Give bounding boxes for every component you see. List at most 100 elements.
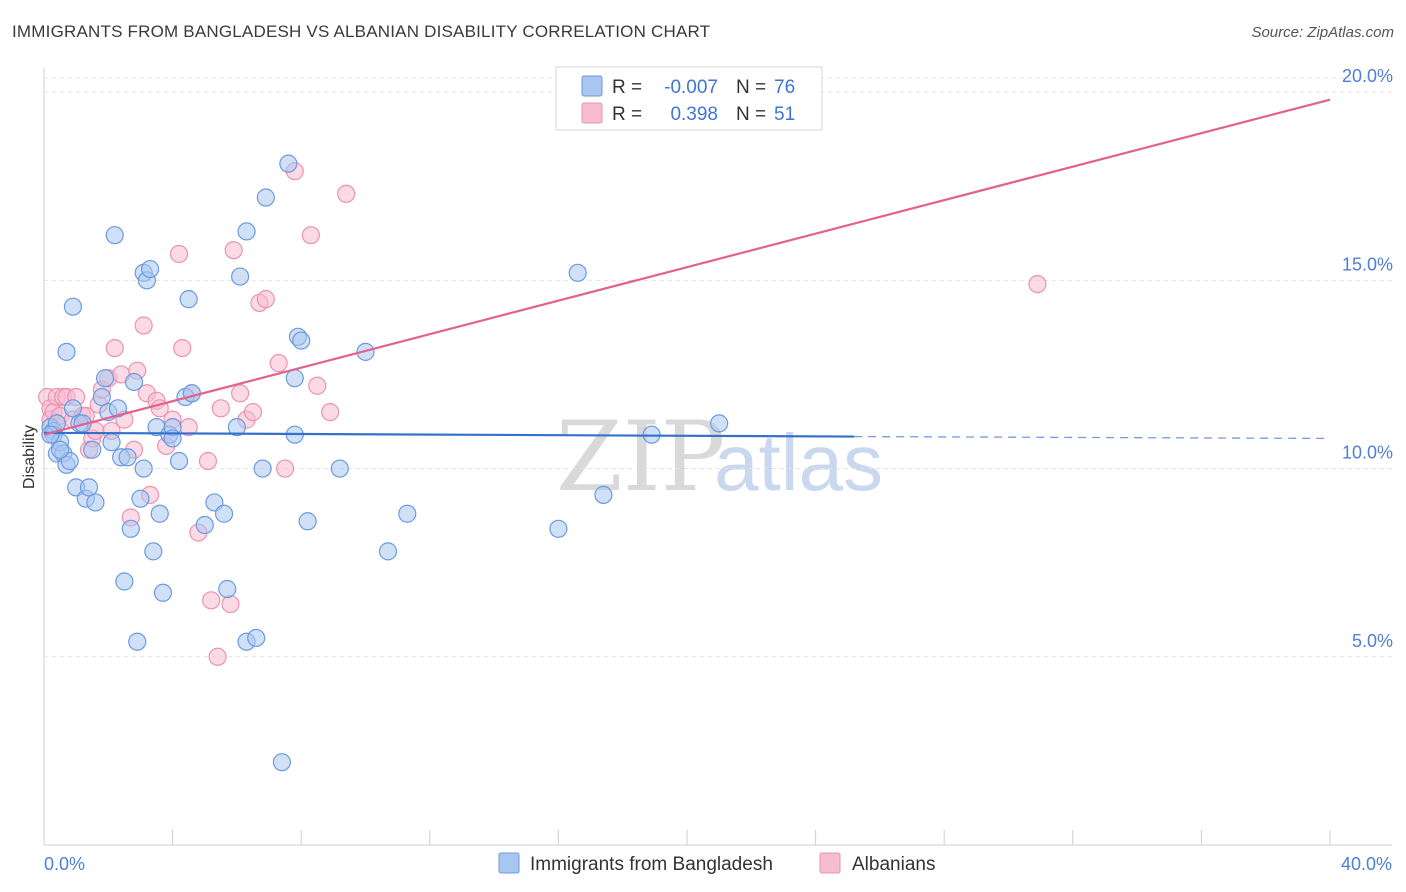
albanians-point-48: [256, 290, 275, 309]
bangladesh-point-18: [86, 493, 105, 512]
x-tick-label-max: 40.0%: [1341, 854, 1392, 874]
trend-line-albanians: [43, 98, 1331, 436]
y-axis-label: Disability: [21, 425, 38, 489]
bangladesh-point-7: [57, 342, 76, 361]
y-tick-label-0: 5.0%: [1352, 631, 1393, 651]
albanians-point-44: [231, 384, 250, 403]
bangladesh-point-35: [140, 259, 160, 279]
bangladesh-point-63: [292, 331, 311, 350]
bangladesh-point-23: [105, 226, 124, 245]
chart-title: IMMIGRANTS FROM BANGLADESH VS ALBANIAN D…: [12, 22, 711, 41]
legend-n-label-blue: N =: [736, 77, 766, 98]
bangladesh-point-28: [121, 519, 140, 538]
albanians-point-52: [301, 226, 320, 245]
bangladesh-point-26: [115, 572, 134, 591]
bottom-legend-label-pink: Albanians: [852, 854, 935, 875]
legend-r-label-blue: R =: [612, 77, 642, 98]
bangladesh-point-47: [195, 515, 214, 535]
bangladesh-point-75: [50, 440, 70, 459]
albanians-point-49: [269, 354, 288, 373]
bangladesh-point-74: [41, 425, 60, 444]
albanians-point-26: [134, 316, 153, 335]
albanians-point-20: [105, 338, 124, 358]
legend-n-value-pink: 51: [774, 104, 795, 125]
stats-legend: R = -0.007 N = 76 R = 0.398 N = 51: [555, 66, 823, 131]
x-tick-marks: [43, 830, 1331, 845]
watermark-atlas: atlas: [714, 418, 883, 507]
series-albanians-points: [38, 162, 1047, 666]
bangladesh-point-32: [134, 459, 153, 478]
albanians-point-54: [321, 402, 340, 422]
bangladesh-point-70: [568, 263, 587, 282]
albanians-point-50: [276, 459, 295, 478]
legend-swatch-blue: [581, 75, 603, 97]
bangladesh-point-43: [169, 451, 189, 471]
bangladesh-point-19: [92, 387, 111, 407]
bangladesh-point-46: [182, 384, 201, 403]
bangladesh-point-11: [63, 297, 83, 316]
bangladesh-point-17: [83, 440, 102, 459]
bangladesh-point-55: [247, 628, 266, 648]
series-legend: Immigrants from Bangladesh Albanians: [498, 852, 935, 875]
bangladesh-point-52: [231, 267, 250, 286]
bangladesh-point-36: [144, 542, 163, 561]
bangladesh-point-24: [108, 399, 128, 418]
bangladesh-point-64: [298, 512, 317, 531]
bangladesh-point-30: [128, 632, 147, 651]
albanians-point-38: [198, 451, 218, 471]
y-tick-label-2: 15.0%: [1342, 254, 1393, 274]
bangladesh-point-53: [237, 222, 256, 241]
y-tick-labels: 5.0% 10.0% 15.0% 20.0%: [1342, 66, 1393, 651]
albanians-point-56: [1028, 275, 1047, 294]
bangladesh-point-58: [272, 753, 292, 772]
trend-line-bangladesh-extension: [854, 435, 1331, 440]
bottom-legend-swatch-pink: [819, 852, 841, 874]
bangladesh-point-69: [549, 519, 568, 538]
bangladesh-point-68: [398, 504, 417, 523]
albanians-point-41: [211, 399, 230, 418]
bangladesh-point-50: [218, 579, 237, 599]
bangladesh-point-29: [124, 372, 144, 392]
trend-line-bangladesh: [43, 431, 855, 438]
albanians-point-33: [169, 244, 189, 264]
legend-r-label-pink: R =: [612, 104, 642, 125]
albanians-point-40: [208, 647, 227, 666]
legend-swatch-pink: [581, 102, 603, 124]
legend-r-value-pink: 0.398: [670, 104, 718, 125]
bangladesh-point-59: [279, 154, 298, 173]
bangladesh-point-61: [285, 369, 304, 388]
series-bangladesh-points: [41, 154, 729, 772]
source-label: Source: ZipAtlas.com: [1251, 24, 1394, 41]
bangladesh-point-20: [95, 369, 115, 388]
watermark-zip: ZIP: [556, 401, 725, 513]
bangladesh-point-22: [102, 433, 121, 452]
albanians-point-43: [224, 241, 243, 260]
bangladesh-point-71: [594, 485, 613, 505]
bangladesh-point-51: [227, 418, 246, 437]
gridlines: [44, 77, 1392, 658]
albanians-point-55: [337, 184, 356, 203]
y-tick-label-3: 20.0%: [1342, 66, 1393, 86]
legend-n-value-blue: 76: [774, 77, 795, 98]
bangladesh-point-57: [256, 188, 275, 207]
bangladesh-point-39: [153, 583, 173, 602]
bangladesh-point-10: [63, 399, 83, 418]
albanians-point-42: [221, 594, 240, 614]
legend-n-label-pink: N =: [736, 104, 766, 125]
bangladesh-point-31: [131, 489, 150, 508]
bottom-legend-swatch-blue: [498, 852, 520, 874]
albanians-point-53: [308, 376, 327, 395]
albanians-point-34: [173, 338, 192, 358]
x-tick-label-min: 0.0%: [44, 854, 85, 874]
legend-r-value-blue: -0.007: [664, 77, 718, 98]
albanians-point-46: [243, 402, 263, 422]
bottom-legend-label-blue: Immigrants from Bangladesh: [530, 854, 773, 875]
bangladesh-point-27: [118, 448, 137, 467]
albanians-point-39: [202, 591, 221, 610]
bangladesh-point-38: [150, 504, 169, 523]
bangladesh-point-65: [330, 459, 349, 478]
bangladesh-point-16: [79, 478, 99, 497]
bangladesh-point-45: [179, 290, 198, 309]
bangladesh-point-49: [214, 504, 234, 523]
